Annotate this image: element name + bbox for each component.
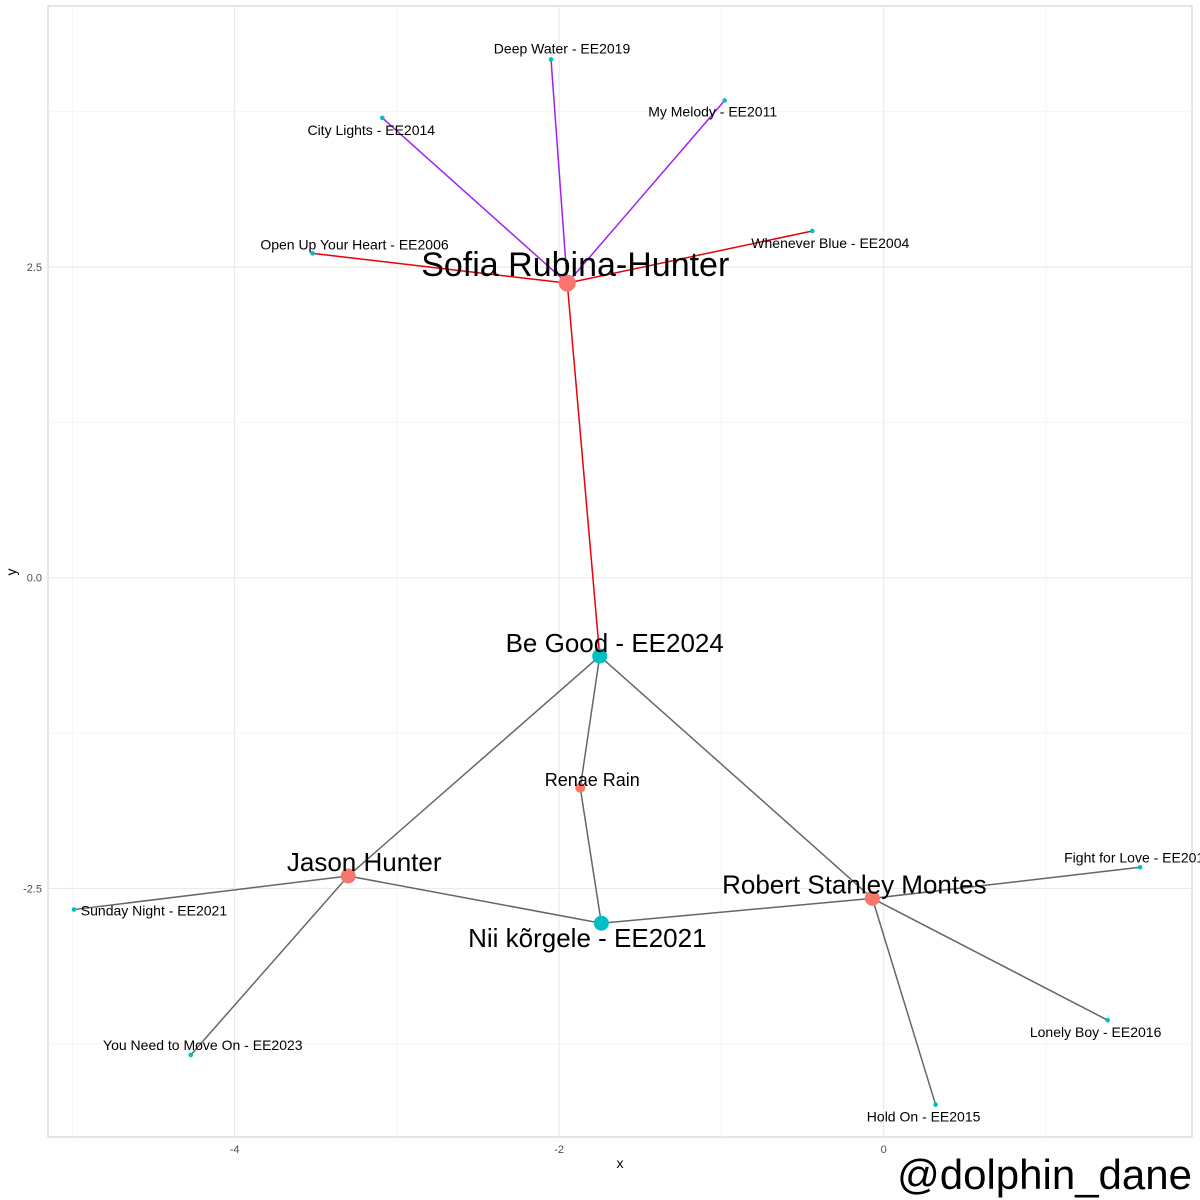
grid bbox=[47, 5, 1193, 1138]
node-nii bbox=[593, 915, 609, 931]
x-axis-title: x bbox=[617, 1155, 624, 1171]
edge-sofia-citylights bbox=[381, 117, 568, 284]
node-label-mymelody: My Melody - EE2011 bbox=[648, 103, 777, 119]
y-axis-title: y bbox=[3, 569, 19, 576]
node-label-renae: Renae Rain bbox=[545, 770, 640, 790]
node-label-fight: Fight for Love - EE2012 bbox=[1064, 849, 1200, 865]
x-tick-label: 0 bbox=[881, 1144, 887, 1156]
node-labels: Sofia Rubina-Hunter Be Good - EE2024 Renae… bbox=[81, 40, 1200, 1124]
node-lonely bbox=[1105, 1017, 1110, 1023]
node-sunday bbox=[71, 907, 77, 912]
node-citylights bbox=[379, 115, 385, 121]
edge-renae-nii bbox=[579, 787, 603, 924]
edge-robert-fight bbox=[872, 866, 1141, 900]
node-jason bbox=[340, 868, 356, 884]
node-label-youneed: You Need to Move On - EE2023 bbox=[103, 1037, 303, 1053]
node-label-nii: Nii kõrgele - EE2021 bbox=[468, 923, 706, 953]
node-label-sofia: Sofia Rubina-Hunter bbox=[421, 246, 729, 284]
x-tick-label: -2 bbox=[554, 1144, 564, 1156]
edges bbox=[73, 59, 1141, 1105]
credit-handle: @dolphin_dane bbox=[897, 1151, 1192, 1198]
node-whenever bbox=[809, 228, 815, 234]
node-label-whenever: Whenever Blue - EE2004 bbox=[751, 235, 909, 251]
axes: x y -4 -2 0 -2.5 0.0 2.5 bbox=[3, 262, 887, 1171]
node-label-robert: Robert Stanley Montes bbox=[722, 869, 986, 899]
nodes bbox=[71, 57, 1143, 1107]
edge-sofia-deepwater bbox=[550, 59, 569, 284]
edge-begood-renae bbox=[579, 655, 601, 788]
edge-jason-youneed bbox=[190, 875, 349, 1056]
node-deepwater bbox=[548, 57, 554, 62]
plot-panel bbox=[47, 5, 1193, 1138]
node-holdon bbox=[933, 1102, 938, 1107]
node-robert bbox=[864, 890, 880, 906]
node-label-lonely: Lonely Boy - EE2016 bbox=[1030, 1024, 1162, 1040]
y-tick-label: -2.5 bbox=[23, 883, 42, 895]
node-label-sunday: Sunday Night - EE2021 bbox=[81, 903, 228, 919]
node-sofia bbox=[558, 274, 576, 292]
edge-begood-jason bbox=[347, 655, 601, 877]
node-fight bbox=[1137, 865, 1143, 870]
edge-sofia-mymelody bbox=[566, 99, 726, 284]
node-renae bbox=[575, 782, 586, 793]
node-mymelody bbox=[722, 98, 727, 103]
node-begood bbox=[592, 648, 608, 664]
node-label-deepwater: Deep Water - EE2019 bbox=[494, 40, 631, 56]
edge-robert-holdon bbox=[871, 898, 937, 1105]
edge-begood-robert bbox=[599, 655, 873, 899]
node-label-holdon: Hold On - EE2015 bbox=[867, 1109, 981, 1125]
y-tick-label: 0.0 bbox=[27, 573, 42, 585]
edge-sofia-begood bbox=[566, 283, 601, 657]
edge-sofia-whenever bbox=[567, 230, 813, 284]
edge-jason-sunday bbox=[73, 875, 349, 911]
node-label-citylights: City Lights - EE2014 bbox=[307, 122, 435, 138]
node-label-jason: Jason Hunter bbox=[287, 847, 442, 877]
node-label-begood: Be Good - EE2024 bbox=[506, 628, 724, 658]
edge-robert-lonely bbox=[871, 897, 1108, 1021]
edge-jason-nii bbox=[348, 875, 602, 924]
node-youneed bbox=[188, 1052, 194, 1058]
edge-robert-nii bbox=[601, 897, 873, 924]
y-tick-label: 2.5 bbox=[27, 262, 42, 274]
node-label-openup: Open Up Your Heart - EE2006 bbox=[260, 236, 449, 252]
node-openup bbox=[310, 251, 315, 256]
edge-sofia-openup bbox=[312, 252, 568, 284]
x-tick-label: -4 bbox=[230, 1144, 240, 1156]
